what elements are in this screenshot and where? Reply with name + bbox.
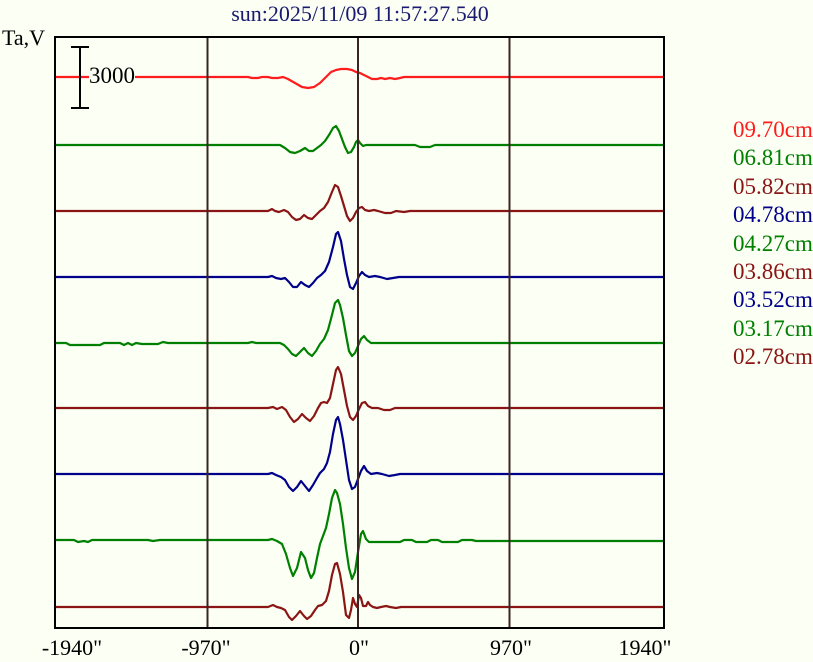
x-tick-label-0: 0" bbox=[349, 635, 369, 660]
legend-item-3-86cm: 03.86cm bbox=[733, 259, 813, 285]
x-tick-label-970: 970" bbox=[490, 635, 532, 660]
legend-item-3-17cm: 03.17cm bbox=[733, 315, 813, 341]
legend-item-6-81cm: 06.81cm bbox=[733, 145, 813, 171]
legend-item-5-82cm: 05.82cm bbox=[733, 173, 813, 199]
wavelength-legend: 09.70cm 06.81cm 05.82cm 04.78cm 04.27cm … bbox=[733, 116, 813, 372]
x-tick-label-neg970: -970" bbox=[181, 635, 231, 660]
legend-item-2-78cm: 02.78cm bbox=[733, 344, 813, 370]
y-axis-label: Ta,V bbox=[2, 25, 46, 50]
x-tick-label-neg1940: -1940" bbox=[41, 635, 103, 660]
legend-item-4-78cm: 04.78cm bbox=[733, 202, 813, 228]
legend-item-9-70cm: 09.70cm bbox=[733, 117, 813, 142]
legend-item-3-52cm: 03.52cm bbox=[733, 287, 813, 313]
legend-item-4-27cm: 04.27cm bbox=[733, 230, 813, 256]
x-tick-label-1940: 1940" bbox=[618, 635, 672, 660]
scale-bar-label: 3000 bbox=[89, 63, 135, 89]
chart-title: sun:2025/11/09 11:57:27.540 bbox=[231, 1, 489, 26]
